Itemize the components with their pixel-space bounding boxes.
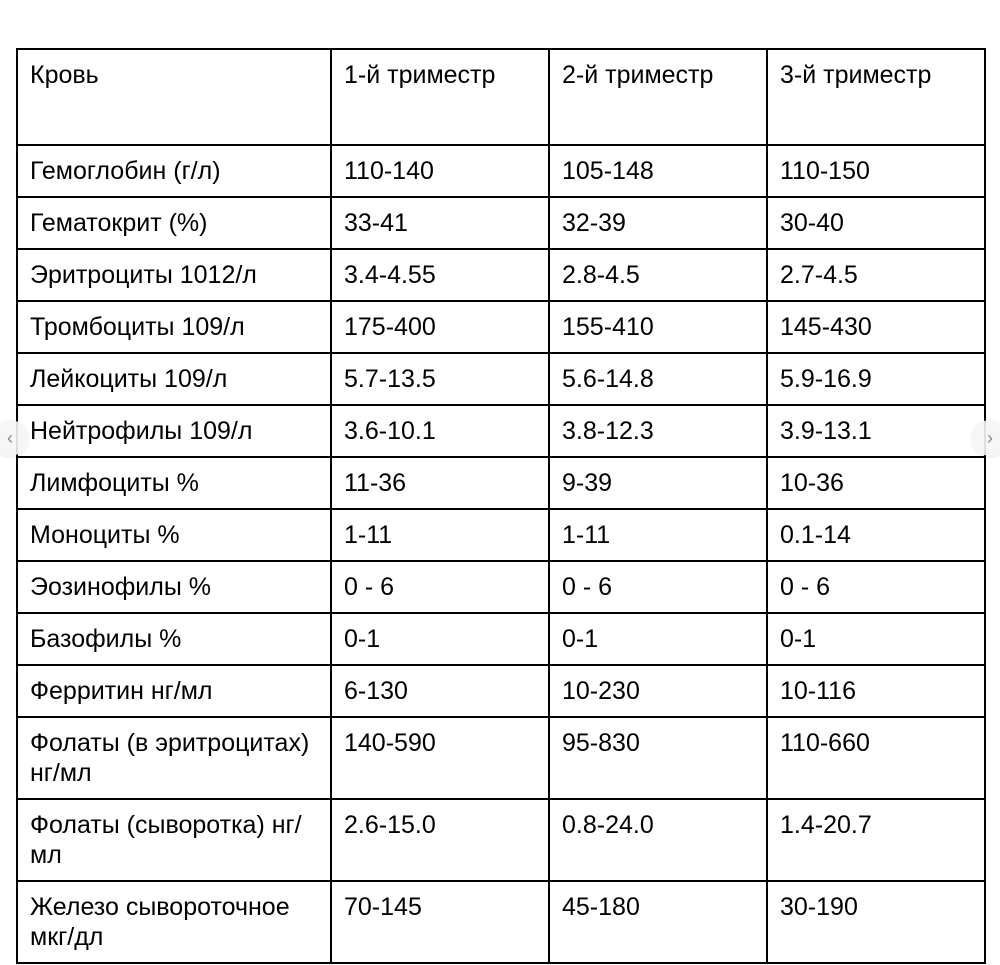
- row-value: 10-230: [549, 665, 767, 717]
- row-label: Эритроциты 1012/л: [17, 249, 331, 301]
- row-value: 110-150: [767, 145, 985, 197]
- row-value: 110-660: [767, 717, 985, 799]
- row-value: 30-40: [767, 197, 985, 249]
- row-label: Гематокрит (%): [17, 197, 331, 249]
- row-value: 5.7-13.5: [331, 353, 549, 405]
- row-value: 3.8-12.3: [549, 405, 767, 457]
- row-value: 0 - 6: [767, 561, 985, 613]
- row-value: 32-39: [549, 197, 767, 249]
- row-value: 1.4-20.7: [767, 799, 985, 881]
- row-value: 45-180: [549, 881, 767, 963]
- row-value: 1-11: [549, 509, 767, 561]
- row-value: 2.8-4.5: [549, 249, 767, 301]
- row-value: 95-830: [549, 717, 767, 799]
- row-value: 140-590: [331, 717, 549, 799]
- row-value: 0 - 6: [549, 561, 767, 613]
- table-row: Нейтрофилы 109/л3.6-10.13.8-12.33.9-13.1: [17, 405, 985, 457]
- table-row: Ферритин нг/мл6-13010-23010-116: [17, 665, 985, 717]
- table-row: Железо сывороточное мкг/дл70-14545-18030…: [17, 881, 985, 963]
- row-value: 1-11: [331, 509, 549, 561]
- table-row: Базофилы %0-10-10-1: [17, 613, 985, 665]
- row-value: 110-140: [331, 145, 549, 197]
- table-row: Лейкоциты 109/л5.7-13.55.6-14.85.9-16.9: [17, 353, 985, 405]
- row-label: Ферритин нг/мл: [17, 665, 331, 717]
- column-header-blood: Кровь: [17, 49, 331, 145]
- row-value: 145-430: [767, 301, 985, 353]
- row-label: Тромбоциты 109/л: [17, 301, 331, 353]
- column-header-trimester-3: 3-й триместр: [767, 49, 985, 145]
- blood-values-table: Кровь 1-й триместр 2-й триместр 3-й трим…: [16, 48, 986, 964]
- row-label: Нейтрофилы 109/л: [17, 405, 331, 457]
- column-header-trimester-1: 1-й триместр: [331, 49, 549, 145]
- row-value: 10-36: [767, 457, 985, 509]
- table-row: Моноциты %1-111-110.1-14: [17, 509, 985, 561]
- chevron-left-icon: ‹: [7, 428, 13, 449]
- chevron-right-icon: ›: [987, 428, 993, 449]
- row-value: 3.9-13.1: [767, 405, 985, 457]
- row-value: 11-36: [331, 457, 549, 509]
- row-value: 2.7-4.5: [767, 249, 985, 301]
- table-row: Гемоглобин (г/л)110-140105-148110-150: [17, 145, 985, 197]
- row-value: 6-130: [331, 665, 549, 717]
- row-value: 0-1: [767, 613, 985, 665]
- table-row: Фолаты (сыворотка) нг/мл2.6-15.00.8-24.0…: [17, 799, 985, 881]
- table-body: Гемоглобин (г/л)110-140105-148110-150Гем…: [17, 145, 985, 963]
- row-value: 0-1: [549, 613, 767, 665]
- row-value: 0.8-24.0: [549, 799, 767, 881]
- table-header-row: Кровь 1-й триместр 2-й триместр 3-й трим…: [17, 49, 985, 145]
- table-row: Эритроциты 1012/л3.4-4.552.8-4.52.7-4.5: [17, 249, 985, 301]
- next-arrow-button[interactable]: ›: [972, 420, 1000, 456]
- row-label: Железо сывороточное мкг/дл: [17, 881, 331, 963]
- table-row: Лимфоциты %11-369-3910-36: [17, 457, 985, 509]
- row-value: 70-145: [331, 881, 549, 963]
- row-label: Базофилы %: [17, 613, 331, 665]
- row-value: 0-1: [331, 613, 549, 665]
- row-value: 2.6-15.0: [331, 799, 549, 881]
- row-value: 105-148: [549, 145, 767, 197]
- row-value: 5.6-14.8: [549, 353, 767, 405]
- row-label: Лимфоциты %: [17, 457, 331, 509]
- row-value: 175-400: [331, 301, 549, 353]
- table-row: Эозинофилы %0 - 60 - 60 - 6: [17, 561, 985, 613]
- row-label: Моноциты %: [17, 509, 331, 561]
- row-value: 5.9-16.9: [767, 353, 985, 405]
- row-value: 155-410: [549, 301, 767, 353]
- row-value: 10-116: [767, 665, 985, 717]
- row-label: Фолаты (в эритроцитах) нг/мл: [17, 717, 331, 799]
- row-label: Лейкоциты 109/л: [17, 353, 331, 405]
- row-value: 33-41: [331, 197, 549, 249]
- row-value: 9-39: [549, 457, 767, 509]
- column-header-trimester-2: 2-й триместр: [549, 49, 767, 145]
- table-row: Гематокрит (%)33-4132-3930-40: [17, 197, 985, 249]
- row-label: Эозинофилы %: [17, 561, 331, 613]
- table-row: Тромбоциты 109/л175-400155-410145-430: [17, 301, 985, 353]
- row-value: 0 - 6: [331, 561, 549, 613]
- row-value: 0.1-14: [767, 509, 985, 561]
- row-value: 30-190: [767, 881, 985, 963]
- row-label: Фолаты (сыворотка) нг/мл: [17, 799, 331, 881]
- row-value: 3.6-10.1: [331, 405, 549, 457]
- row-value: 3.4-4.55: [331, 249, 549, 301]
- row-label: Гемоглобин (г/л): [17, 145, 331, 197]
- table-row: Фолаты (в эритроцитах) нг/мл140-59095-83…: [17, 717, 985, 799]
